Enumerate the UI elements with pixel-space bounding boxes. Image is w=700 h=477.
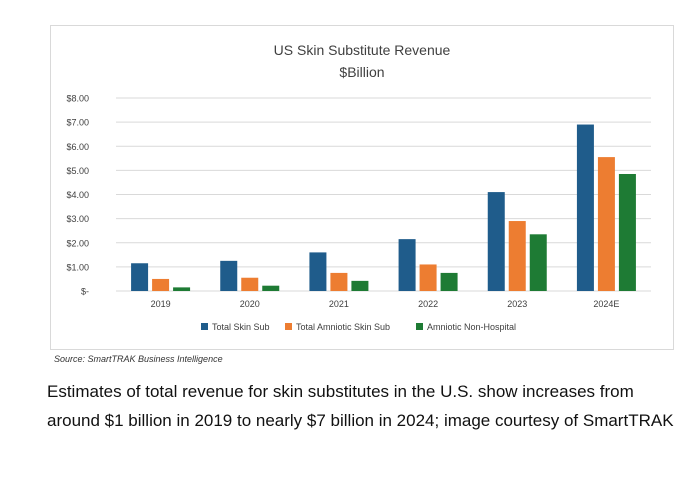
chart-frame: US Skin Substitute Revenue $Billion $- $1.0… <box>50 25 674 350</box>
legend-swatch <box>416 323 423 330</box>
bar-chart: US Skin Substitute Revenue $Billion $- $1.0… <box>66 42 651 332</box>
y-tick-label: $4.00 <box>66 190 89 200</box>
y-tick-label: $2.00 <box>66 238 89 248</box>
x-tick-label: 2019 <box>151 299 171 309</box>
bar <box>618 173 636 291</box>
legend-swatch <box>201 323 208 330</box>
y-tick-label: $1.00 <box>66 262 89 272</box>
y-tick-label: $8.00 <box>66 94 89 104</box>
bar <box>152 278 170 291</box>
x-tick-label: 2023 <box>507 299 527 309</box>
figure-caption: Estimates of total revenue for skin subs… <box>47 382 674 430</box>
bar <box>220 260 238 291</box>
bar <box>309 252 327 291</box>
bar <box>398 239 416 291</box>
chart-subtitle: $Billion <box>339 64 384 80</box>
bar <box>419 264 437 291</box>
legend-label: Total Amniotic Skin Sub <box>296 322 390 332</box>
y-tick-label: $6.00 <box>66 142 89 152</box>
chart-figure: US Skin Substitute Revenue $Billion $- $1.0… <box>47 20 677 372</box>
bar <box>131 263 149 291</box>
bar <box>241 277 259 291</box>
x-tick-label: 2020 <box>240 299 260 309</box>
legend-swatch <box>285 323 292 330</box>
source-note: Source: SmartTRAK Business Intelligence <box>54 354 223 364</box>
x-tick-label: 2021 <box>329 299 349 309</box>
bar <box>440 272 458 291</box>
chart-title: US Skin Substitute Revenue <box>274 42 451 58</box>
y-tick-label: $7.00 <box>66 118 89 128</box>
x-tick-label: 2024E <box>593 299 619 309</box>
y-tick-label: $3.00 <box>66 214 89 224</box>
bar <box>487 192 505 291</box>
bar <box>597 157 615 291</box>
legend-label: Amniotic Non-Hospital <box>427 322 516 332</box>
bar <box>173 287 191 291</box>
bar <box>576 124 594 291</box>
y-tick-label: $5.00 <box>66 166 89 176</box>
bar <box>351 280 369 291</box>
bar <box>529 234 547 291</box>
bar <box>262 285 280 291</box>
bar <box>330 272 348 291</box>
bar <box>508 221 526 291</box>
y-tick-label: $- <box>81 287 89 297</box>
legend-label: Total Skin Sub <box>212 322 270 332</box>
x-tick-label: 2022 <box>418 299 438 309</box>
